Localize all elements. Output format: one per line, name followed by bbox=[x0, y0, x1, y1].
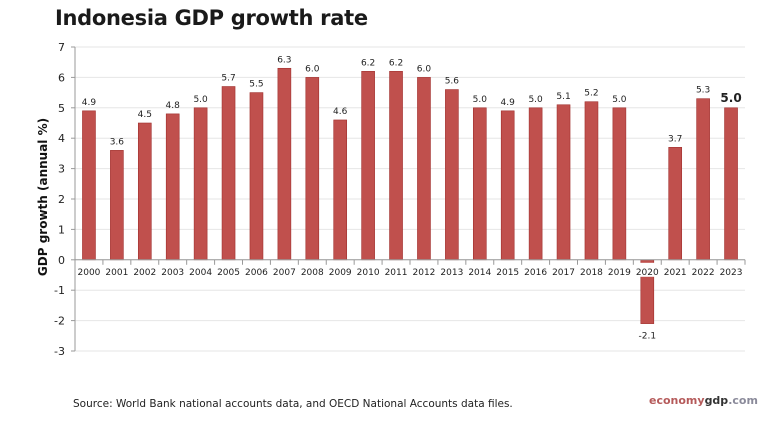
x-tick-label: 2020 bbox=[636, 268, 659, 278]
bar bbox=[556, 104, 571, 261]
data-label: 5.1 bbox=[556, 92, 570, 102]
data-label: 6.0 bbox=[305, 64, 320, 74]
x-tick-label: 2002 bbox=[133, 268, 156, 278]
y-tick-label: -1 bbox=[54, 284, 65, 297]
x-tick-label: 2023 bbox=[720, 268, 743, 278]
x-tick-label: 2016 bbox=[524, 268, 547, 278]
data-label: 5.0 bbox=[473, 95, 488, 105]
bar bbox=[472, 107, 487, 261]
data-label: 6.2 bbox=[389, 58, 403, 68]
data-label: 4.9 bbox=[501, 98, 516, 108]
bar bbox=[137, 122, 152, 261]
x-tick-label: 2005 bbox=[217, 268, 240, 278]
bar bbox=[612, 107, 627, 261]
data-label: 5.5 bbox=[249, 80, 263, 90]
source-note: Source: World Bank national accounts dat… bbox=[73, 398, 513, 410]
bar bbox=[110, 150, 124, 261]
bar bbox=[389, 71, 403, 261]
y-tick-label: 1 bbox=[58, 223, 65, 236]
data-label: 3.7 bbox=[668, 134, 682, 144]
y-tick-label: 0 bbox=[58, 254, 65, 267]
x-tick-label: 2008 bbox=[301, 268, 324, 278]
bar bbox=[500, 110, 515, 261]
data-label: 6.0 bbox=[417, 64, 432, 74]
data-label: 5.0 bbox=[720, 91, 741, 105]
x-tick-label: 2015 bbox=[496, 268, 519, 278]
x-tick-label: 2019 bbox=[608, 268, 631, 278]
x-tick-label: 2010 bbox=[357, 268, 380, 278]
y-tick-label: 7 bbox=[58, 41, 65, 54]
data-label: 4.8 bbox=[166, 101, 181, 111]
bar bbox=[193, 107, 208, 261]
x-tick-label: 2006 bbox=[245, 268, 268, 278]
label-background bbox=[634, 262, 661, 277]
bar bbox=[221, 86, 236, 261]
y-tick-label: 4 bbox=[58, 132, 65, 145]
bar bbox=[361, 71, 375, 261]
y-tick-label: -2 bbox=[54, 315, 65, 328]
logo-part: gdp bbox=[704, 394, 729, 407]
y-tick-label: 2 bbox=[58, 193, 65, 206]
bar bbox=[277, 67, 292, 261]
x-tick-label: 2022 bbox=[692, 268, 715, 278]
x-tick-label: 2012 bbox=[413, 268, 436, 278]
bar bbox=[165, 113, 180, 261]
chart-title: Indonesia GDP growth rate bbox=[55, 6, 368, 30]
data-label: 6.2 bbox=[361, 58, 375, 68]
x-tick-label: 2004 bbox=[189, 268, 212, 278]
data-label: 6.3 bbox=[277, 55, 291, 65]
x-tick-label: 2017 bbox=[552, 268, 575, 278]
logo-part: .com bbox=[728, 394, 758, 407]
x-tick-label: 2013 bbox=[440, 268, 463, 278]
x-tick-label: 2003 bbox=[161, 268, 184, 278]
bar bbox=[82, 110, 96, 261]
y-tick-label: 6 bbox=[58, 71, 65, 84]
logo-part: economy bbox=[649, 394, 705, 407]
bar bbox=[305, 77, 320, 261]
bar bbox=[445, 89, 459, 261]
y-tick-label: 3 bbox=[58, 163, 65, 176]
data-label: 5.0 bbox=[193, 95, 208, 105]
data-label: 5.0 bbox=[612, 95, 627, 105]
x-tick-label: 2014 bbox=[468, 268, 491, 278]
y-tick-label: 5 bbox=[58, 102, 65, 115]
bar bbox=[584, 101, 599, 261]
logo: economygdp.com bbox=[649, 394, 758, 407]
data-label: 5.0 bbox=[528, 95, 543, 105]
bar bbox=[696, 98, 710, 261]
data-label: -2.1 bbox=[639, 332, 657, 342]
data-label: 4.5 bbox=[138, 110, 152, 120]
data-label: 5.6 bbox=[445, 77, 460, 87]
data-label: 5.3 bbox=[696, 86, 710, 96]
x-tick-label: 2000 bbox=[78, 268, 101, 278]
bar bbox=[249, 92, 264, 261]
x-tick-label: 2021 bbox=[664, 268, 687, 278]
y-tick-label: -3 bbox=[54, 345, 65, 358]
bar bbox=[333, 119, 348, 261]
bar bbox=[417, 77, 431, 261]
data-label: 4.9 bbox=[82, 98, 97, 108]
x-tick-label: 2001 bbox=[105, 268, 128, 278]
x-tick-label: 2018 bbox=[580, 268, 603, 278]
data-label: 5.2 bbox=[584, 89, 598, 99]
bar bbox=[724, 107, 738, 261]
data-label: 5.7 bbox=[221, 74, 235, 84]
bar bbox=[668, 147, 683, 261]
x-tick-label: 2009 bbox=[329, 268, 352, 278]
bar bbox=[528, 107, 543, 261]
data-label: 4.6 bbox=[333, 107, 348, 117]
x-tick-label: 2007 bbox=[273, 268, 296, 278]
data-label: 3.6 bbox=[110, 137, 125, 147]
x-tick-label: 2011 bbox=[385, 268, 408, 278]
